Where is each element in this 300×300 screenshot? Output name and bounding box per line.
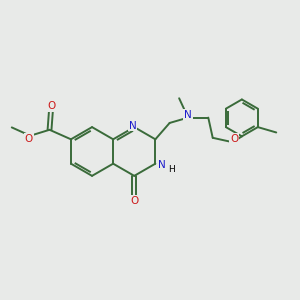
Text: O: O	[230, 134, 238, 144]
Text: O: O	[130, 196, 138, 206]
Text: H: H	[168, 164, 175, 173]
Text: N: N	[184, 110, 192, 120]
Text: O: O	[25, 134, 33, 144]
Text: N: N	[158, 160, 166, 170]
Text: O: O	[47, 101, 55, 111]
Text: N: N	[129, 121, 136, 130]
